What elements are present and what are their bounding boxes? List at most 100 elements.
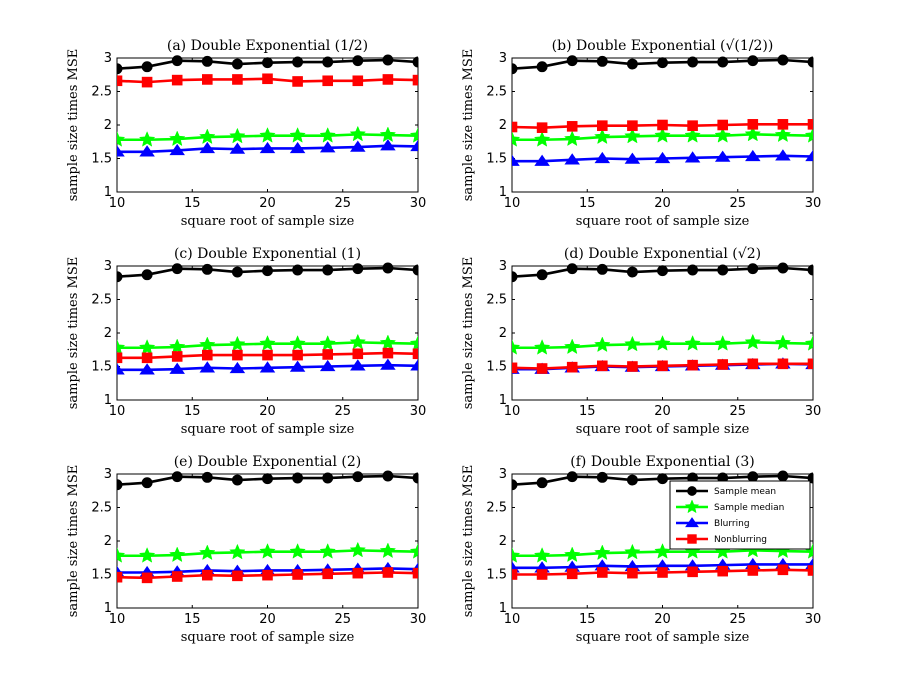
y-axis-label: sample size times MSE <box>66 49 81 201</box>
data-point <box>533 547 551 563</box>
data-point <box>594 151 611 164</box>
data-point <box>717 119 729 131</box>
data-point <box>141 76 153 88</box>
data-point <box>289 335 306 351</box>
data-point <box>141 572 153 584</box>
data-point <box>117 131 126 147</box>
data-point <box>289 127 306 143</box>
data-point <box>168 338 186 355</box>
x-tick-label: 20 <box>259 196 276 211</box>
data-point <box>292 349 303 361</box>
data-point <box>379 126 397 143</box>
data-point <box>349 333 367 350</box>
series-blurring <box>117 139 418 157</box>
x-tick-label: 20 <box>259 612 276 627</box>
data-point <box>201 55 213 67</box>
x-tick-label: 20 <box>259 404 276 419</box>
series-sample-median <box>512 333 813 355</box>
data-point <box>807 472 813 484</box>
series-group <box>117 54 418 157</box>
y-tick-label: 3 <box>499 51 507 66</box>
data-point <box>512 121 518 133</box>
y-tick-label: 3 <box>499 259 507 274</box>
data-point <box>566 568 578 580</box>
data-point <box>774 126 792 143</box>
data-point <box>687 56 699 68</box>
x-tick-label: 10 <box>109 404 126 419</box>
data-point <box>292 472 304 484</box>
data-point <box>292 76 303 87</box>
data-point <box>512 362 518 374</box>
data-point <box>657 567 668 578</box>
data-point <box>379 334 397 351</box>
series-sample-mean <box>117 262 418 283</box>
data-point <box>563 338 581 355</box>
x-tick-label: 15 <box>184 612 201 627</box>
data-point <box>624 152 641 164</box>
data-point <box>139 145 155 157</box>
data-point <box>262 57 273 69</box>
data-point <box>777 470 789 482</box>
data-point <box>774 334 792 351</box>
data-point <box>259 335 276 351</box>
data-point <box>594 128 611 145</box>
data-point <box>322 349 333 360</box>
x-tick-label: 15 <box>184 196 201 211</box>
data-point <box>202 569 213 581</box>
legend-marker <box>685 517 699 528</box>
x-tick-label: 20 <box>654 612 671 627</box>
y-axis-label: sample size times MSE <box>461 257 476 409</box>
data-point <box>229 335 246 352</box>
panel-e: 10 15 20 25 30 1 1.5 2 2.5 3 (e) Double Exponentia… <box>66 454 426 645</box>
legend-marker <box>687 534 697 544</box>
data-point <box>292 56 304 68</box>
series-sample-median <box>512 125 813 147</box>
data-point <box>259 361 276 373</box>
series-nonblurring <box>512 564 813 580</box>
data-point <box>747 471 759 483</box>
data-point <box>117 547 126 563</box>
data-point <box>777 564 789 576</box>
data-point <box>564 153 580 165</box>
x-axis-label: square root of sample size <box>181 422 355 437</box>
data-point <box>352 471 364 483</box>
data-point <box>627 361 638 372</box>
data-point <box>597 360 608 372</box>
panel-d: 10 15 20 25 30 1 1.5 2 2.5 3 (d) Double Exponentia… <box>461 246 821 437</box>
x-tick-label: 10 <box>504 404 521 419</box>
data-point <box>747 358 759 370</box>
data-point <box>684 127 701 143</box>
series-sample-mean <box>512 262 813 283</box>
data-point <box>512 63 518 75</box>
data-point <box>717 56 729 68</box>
data-point <box>745 149 761 162</box>
x-tick-label: 25 <box>729 612 746 627</box>
data-point <box>657 119 668 131</box>
data-point <box>350 140 366 152</box>
y-tick-label: 1.5 <box>486 568 507 583</box>
data-point <box>117 271 123 283</box>
x-tick-label: 10 <box>504 196 521 211</box>
series-blurring <box>512 149 813 166</box>
data-point <box>512 271 518 283</box>
data-point <box>536 61 548 73</box>
x-tick-label: 30 <box>805 612 822 627</box>
panel-a: 10 15 20 25 30 1 1.5 2 2.5 3 (a) Double Exponentia… <box>66 38 426 229</box>
data-point <box>717 565 729 577</box>
data-point <box>596 471 608 483</box>
data-point <box>744 125 762 142</box>
data-point <box>229 127 246 144</box>
panel-title: (a) Double Exponential (1/2) <box>167 38 368 54</box>
x-axis-label: square root of sample size <box>181 214 355 229</box>
data-point <box>289 141 306 154</box>
y-tick-label: 2.5 <box>486 501 507 516</box>
data-point <box>352 55 364 67</box>
data-point <box>654 335 671 351</box>
data-point <box>380 358 396 370</box>
data-point <box>624 335 641 352</box>
y-tick-label: 1.5 <box>91 360 112 375</box>
data-point <box>259 543 276 559</box>
data-point <box>199 361 216 373</box>
data-point <box>199 336 216 353</box>
data-point <box>657 473 668 485</box>
